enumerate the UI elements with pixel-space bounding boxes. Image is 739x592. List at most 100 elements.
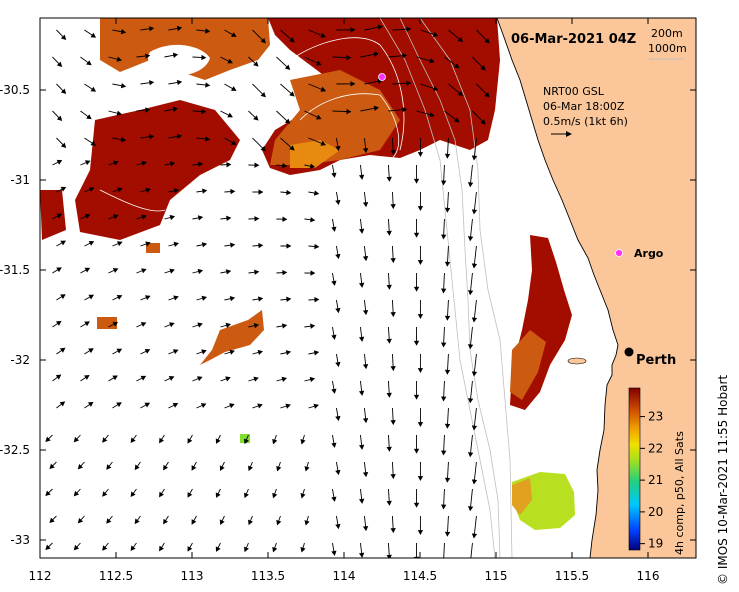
current-arrow-head xyxy=(112,375,118,381)
current-arrow-head xyxy=(201,54,207,61)
current-arrow-head xyxy=(55,320,62,326)
current-arrow-head xyxy=(386,392,392,398)
current-arrow-head xyxy=(350,27,356,33)
current-arrow-head xyxy=(390,366,396,372)
current-arrow-head xyxy=(417,422,424,427)
current-arrow-head xyxy=(358,444,365,450)
current-arrow-head xyxy=(106,518,112,524)
current-arrow-head xyxy=(386,554,392,558)
current-arrow-head xyxy=(413,340,420,346)
current-arrow-head xyxy=(102,545,108,551)
current-arrows xyxy=(45,24,490,565)
current-arrow-head xyxy=(73,544,80,551)
current-arrow-head xyxy=(441,396,447,402)
current-arrow-head xyxy=(159,545,164,552)
current-arrow-head xyxy=(467,506,474,512)
current-arrow-head xyxy=(145,241,151,247)
current-arrow-head xyxy=(362,201,369,208)
current-arrow-head xyxy=(229,349,235,355)
colorbar xyxy=(628,387,641,551)
x-tick-label: 112 xyxy=(29,569,52,583)
current-arrow-head xyxy=(254,269,260,275)
current-arrow-head xyxy=(169,268,175,274)
current-arrow-head xyxy=(406,26,412,32)
argo-label: Argo xyxy=(634,247,664,260)
current-arrow-head xyxy=(417,314,424,319)
current-arrow-head xyxy=(173,188,180,194)
current-arrow-head xyxy=(145,187,151,193)
x-tick-label: 115 xyxy=(485,569,508,583)
current-arrow-head xyxy=(469,561,473,565)
current-arrow-head xyxy=(417,206,424,211)
current-arrow-head xyxy=(257,296,264,302)
current-arrow-head xyxy=(331,172,337,178)
current-arrow-head xyxy=(176,133,183,140)
current-time-label: 06-Mar 18:00Z xyxy=(543,100,625,113)
current-arrow-head xyxy=(471,263,478,269)
current-arrow-head xyxy=(289,37,295,43)
current-arrow-head xyxy=(130,545,136,552)
current-arrow-head xyxy=(187,438,193,444)
current-arrow-head xyxy=(335,415,341,422)
current-arrow-head xyxy=(444,369,451,375)
current-arrow-head xyxy=(335,523,341,530)
current-arrow-head xyxy=(56,213,63,219)
argo-marker xyxy=(615,249,623,257)
current-arrow-head xyxy=(60,294,66,300)
current-arrow-head xyxy=(335,199,341,206)
current-arrow-head xyxy=(315,60,322,66)
y-axis: -30.5 -31 -31.5 -32 -32.5 -33 xyxy=(0,83,696,547)
current-arrow-head xyxy=(331,388,337,394)
colorbar-tick-label: 23 xyxy=(648,410,663,424)
current-arrow-head xyxy=(173,295,179,301)
current-arrow-head xyxy=(331,334,337,340)
current-arrow-head xyxy=(205,82,211,88)
current-arrow-head xyxy=(56,115,63,121)
current-arrow-head xyxy=(289,145,295,151)
current-arrow-head xyxy=(172,402,179,408)
current-arrow-head xyxy=(413,502,420,508)
current-arrow-head xyxy=(260,91,266,98)
credit-label: © IMOS 10-Mar-2021 11:55 Hobart xyxy=(716,374,730,585)
current-arrow-head xyxy=(350,81,356,87)
current-arrow-head xyxy=(377,24,384,30)
current-arrow-head xyxy=(56,61,63,67)
current-arrow-head xyxy=(471,371,478,377)
current-arrow-head xyxy=(219,519,225,525)
current-arrow-head xyxy=(130,491,136,498)
current-arrow-head xyxy=(390,312,396,318)
current-arrow-head xyxy=(201,295,207,301)
current-arrow-head xyxy=(457,90,464,97)
current-arrow-head xyxy=(467,182,474,188)
current-arrow-head xyxy=(454,117,460,123)
current-arrow-head xyxy=(284,64,291,70)
current-arrow-head xyxy=(248,519,253,526)
current-arrow-head xyxy=(215,546,221,552)
perth-label: Perth xyxy=(636,353,676,368)
current-scale-arrow xyxy=(551,131,572,137)
plot-frame xyxy=(39,17,697,559)
current-arrow-head xyxy=(117,187,123,193)
current-arrow-head xyxy=(331,280,337,286)
current-arrow-head xyxy=(331,496,337,502)
current-arrow-head xyxy=(200,403,207,409)
current-arrow-head xyxy=(73,436,80,443)
current-arrow-head xyxy=(84,214,91,219)
current-arrow-head xyxy=(169,322,175,328)
current-arrow-head xyxy=(169,161,176,167)
x-tick-label: 114 xyxy=(333,569,356,583)
current-model-label: NRT00 GSL xyxy=(543,85,605,98)
current-arrow-head xyxy=(73,490,80,497)
current-arrow-head xyxy=(471,479,478,485)
current-arrow-head xyxy=(358,282,365,288)
current-arrow-head xyxy=(441,234,447,240)
current-arrow-head xyxy=(116,348,123,354)
current-arrow-head xyxy=(358,390,365,396)
current-arrow-head xyxy=(140,375,147,381)
current-arrow-head xyxy=(191,465,197,471)
current-arrow-head xyxy=(227,58,233,64)
current-arrow-head xyxy=(315,114,322,120)
current-arrow-head xyxy=(258,242,264,249)
float-marker xyxy=(378,73,386,81)
